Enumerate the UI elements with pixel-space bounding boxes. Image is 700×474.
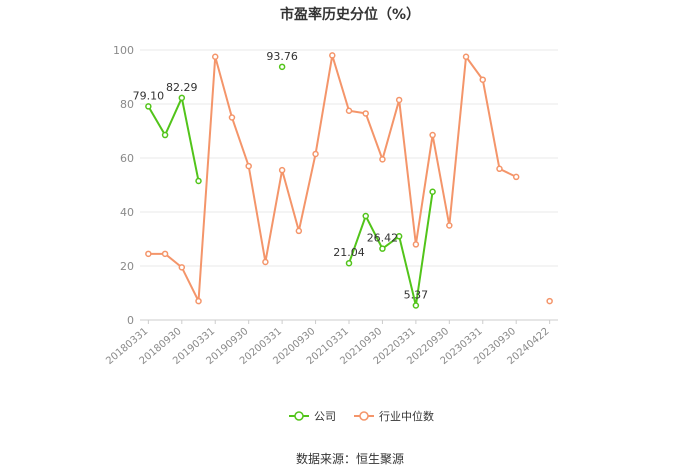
industry-median-point (429, 131, 436, 139)
company-point (395, 233, 403, 240)
industry-median-point (379, 156, 386, 163)
y-tick-label: 0 (127, 314, 134, 327)
company-line (348, 191, 434, 306)
industry-median-point (161, 250, 169, 258)
y-tick-label: 100 (113, 44, 134, 57)
industry-median-point (362, 110, 369, 117)
industry-median-point (479, 76, 487, 83)
legend-company-label: 公司 (314, 410, 336, 423)
company-point (178, 94, 186, 102)
data-label: 21.04 (333, 246, 365, 259)
industry-median-line (148, 54, 517, 305)
chart-title: 市盈率历史分位（%） (279, 7, 421, 23)
data-label: 82.29 (166, 81, 198, 94)
company-point (145, 103, 152, 110)
legend-industry-median-label: 行业中位数 (379, 409, 434, 423)
industry-median-point (278, 166, 286, 174)
industry-median-point (496, 165, 503, 173)
company-point (429, 188, 436, 195)
industry-median-point (145, 250, 152, 258)
industry-median-point (329, 52, 336, 59)
industry-median-point (245, 162, 252, 170)
legend-company-swatch-point (294, 411, 304, 421)
company-point (161, 131, 169, 139)
company-point (278, 63, 286, 71)
company-line (147, 94, 200, 182)
industry-median-point (178, 264, 186, 271)
industry-median-point (345, 107, 353, 114)
y-tick-label: 60 (120, 152, 134, 165)
industry-median-point (546, 297, 553, 305)
y-tick-label: 80 (120, 98, 134, 111)
industry-median-point (195, 297, 202, 305)
company-point (379, 245, 386, 252)
y-tick-label: 40 (120, 206, 134, 219)
industry-median-point (228, 114, 236, 121)
company-point (195, 177, 202, 185)
data-label: 79.10 (133, 89, 165, 102)
company-point (345, 259, 353, 267)
industry-median-point (512, 173, 520, 181)
company-point (412, 302, 420, 309)
industry-median-point (312, 150, 319, 158)
y-tick-label: 20 (120, 260, 134, 273)
data-label: 93.76 (266, 50, 298, 63)
industry-median-point (446, 222, 453, 229)
source-note: 数据来源：恒生聚源 (295, 452, 404, 466)
industry-median-point (412, 241, 420, 248)
industry-median-point (262, 258, 269, 266)
industry-median-point (211, 53, 219, 60)
industry-median-point (295, 227, 303, 235)
legend-industry-median-swatch-point (359, 411, 369, 421)
industry-median-point (395, 96, 403, 104)
company-point (362, 212, 369, 220)
industry-median-point (462, 53, 470, 60)
data-label: 5.37 (404, 289, 429, 302)
data-label: 26.42 (367, 232, 399, 245)
